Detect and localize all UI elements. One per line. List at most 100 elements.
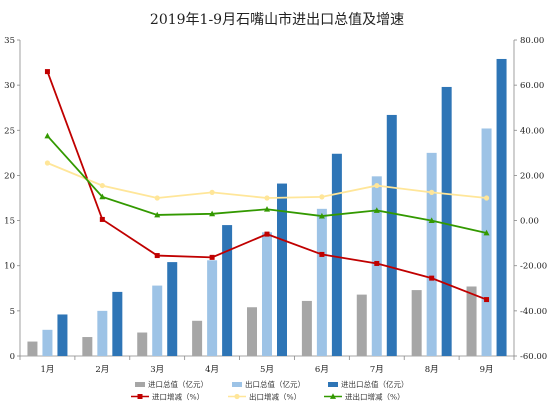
bars	[27, 58, 507, 357]
line-point	[154, 253, 160, 259]
y-left-tick-label: 5	[10, 307, 15, 317]
bar	[441, 86, 452, 356]
bar	[167, 262, 178, 356]
legend-swatch	[135, 382, 145, 387]
x-tick-label: 4月	[205, 365, 219, 375]
series-line	[46, 135, 487, 234]
line-point	[154, 211, 161, 218]
line-point	[44, 160, 51, 166]
legend: 进口总值（亿元） 出口总值（亿元） 进出口总值（亿元） 进口增减（%） 出口增减（%） 进…	[131, 379, 409, 402]
line-point	[429, 189, 435, 195]
y-left-tick-label: 10	[4, 262, 15, 272]
line-point	[428, 217, 435, 223]
line-point	[374, 182, 380, 189]
line-point	[318, 212, 325, 219]
x-tick-label: 8月	[425, 365, 439, 375]
bar	[277, 183, 287, 356]
x-tick-label: 1月	[40, 365, 54, 375]
bar	[481, 128, 492, 356]
line-point	[484, 297, 490, 303]
line-point	[99, 193, 106, 200]
line-point	[44, 132, 51, 139]
line-point	[99, 216, 105, 222]
bar	[57, 314, 68, 356]
line-point	[209, 189, 215, 195]
bar	[97, 310, 108, 356]
line-point	[209, 210, 216, 217]
line-point	[99, 182, 105, 189]
line-point	[483, 195, 490, 201]
tick-labels: 0 5 10 15 20 25 30 35 -60.00 -40.00 -20.00 0.00 20.0…	[4, 36, 547, 375]
bar	[386, 114, 397, 357]
line-point	[319, 251, 325, 257]
legend-label: 出口增减（%）	[249, 392, 301, 402]
x-tick-label: 6月	[315, 365, 329, 375]
series-line	[47, 162, 487, 199]
line-point	[429, 275, 435, 281]
bar	[152, 285, 163, 356]
y-left-tick-label: 20	[4, 171, 15, 181]
line-point	[264, 195, 270, 201]
x-tick-label: 2月	[95, 365, 109, 375]
legend-swatch	[232, 382, 242, 387]
bar	[331, 153, 342, 356]
bar	[42, 329, 53, 356]
line-point	[374, 260, 380, 266]
x-tick-label: 7月	[370, 365, 384, 375]
bar	[262, 232, 272, 356]
bar	[27, 341, 38, 356]
y-left-tick-label: 35	[4, 36, 15, 46]
chart-title: 2019年1-9月石嘴山市进出口总值及增速	[150, 11, 404, 28]
x-tick-label: 5月	[260, 365, 274, 375]
bar	[82, 337, 93, 356]
bar	[301, 300, 312, 356]
bar	[356, 294, 367, 356]
y-right-tick-label: -60.00	[520, 352, 547, 362]
line-point	[483, 229, 490, 236]
bar	[411, 290, 422, 356]
legend-label: 进出口增减（%）	[345, 392, 405, 402]
x-tick-label: 9月	[480, 365, 494, 375]
line-point	[44, 69, 50, 75]
bar	[207, 260, 218, 356]
bar	[426, 152, 437, 356]
line-point	[330, 393, 336, 399]
bar	[137, 332, 148, 356]
y-right-tick-label: 20.00	[520, 171, 544, 181]
bar	[192, 320, 203, 356]
y-right-tick-label: 60.00	[520, 81, 544, 91]
legend-swatch	[328, 382, 338, 387]
legend-label: 进口增减（%）	[152, 392, 204, 402]
y-left-tick-label: 30	[4, 81, 15, 91]
line-point	[319, 194, 325, 200]
legend-label: 进出口总值（亿元）	[341, 379, 409, 389]
y-right-tick-label: 40.00	[520, 126, 544, 136]
line-point	[373, 207, 380, 213]
lines	[44, 69, 490, 303]
y-left-tick-label: 0	[10, 352, 15, 362]
y-right-tick-label: 80.00	[520, 36, 544, 46]
bar	[112, 291, 123, 356]
line-point	[137, 394, 143, 399]
line-point	[209, 254, 215, 260]
y-left-tick-label: 25	[4, 126, 15, 136]
y-right-tick-label: -40.00	[520, 307, 547, 317]
bar	[466, 286, 477, 356]
line-point	[264, 231, 270, 237]
bar	[371, 176, 382, 356]
x-tick-label: 3月	[150, 365, 164, 375]
line-point	[234, 393, 240, 400]
bar	[316, 208, 327, 356]
line-point	[154, 195, 160, 201]
bar	[247, 307, 257, 356]
bar	[222, 225, 233, 356]
y-right-tick-label: 0.00	[520, 217, 539, 227]
legend-label: 出口总值（亿元）	[245, 379, 305, 389]
bar	[496, 58, 507, 357]
y-right-tick-label: -20.00	[520, 262, 547, 272]
legend-label: 进口总值（亿元）	[148, 379, 208, 389]
y-left-tick-label: 15	[4, 217, 15, 227]
line-point	[264, 206, 270, 212]
